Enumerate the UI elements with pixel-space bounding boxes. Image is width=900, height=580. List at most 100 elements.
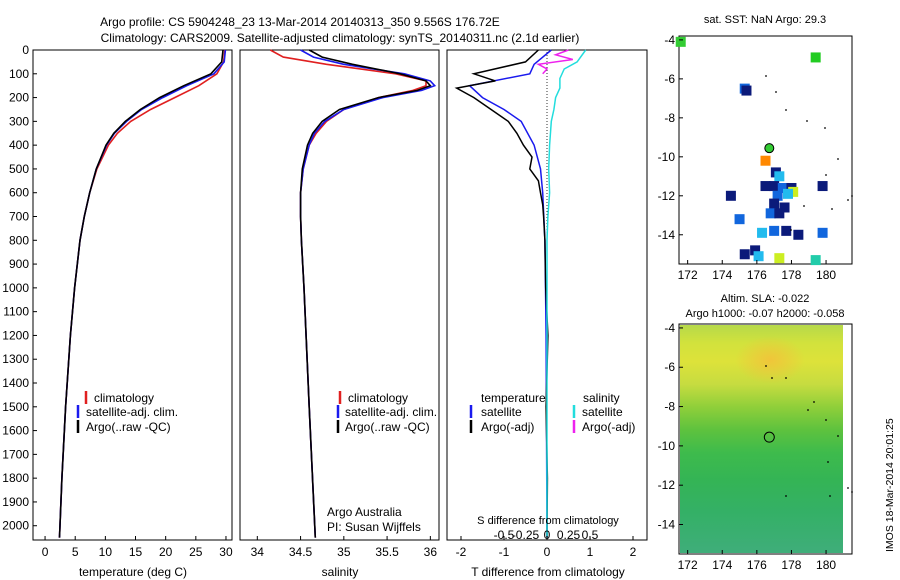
sst-x-tick-label: 176	[747, 268, 767, 282]
depth-tick-label: 400	[9, 138, 29, 152]
sla-y-tick-label: -8	[664, 400, 675, 414]
sst-square	[781, 225, 792, 236]
sst-square	[774, 208, 785, 219]
salinity-lines	[269, 49, 437, 538]
sst-square	[760, 181, 771, 192]
s-diff-tick-label: 0.5	[582, 528, 599, 542]
coast-dot	[813, 401, 815, 403]
t-diff-tick-label: 1	[587, 545, 594, 559]
coast-dot	[851, 491, 853, 493]
sla-x-axis: 172 174 176 178 180	[678, 550, 836, 572]
depth-tick-label: 2000	[2, 519, 29, 533]
sst-square	[675, 36, 686, 47]
depth-tick-label: 200	[9, 91, 29, 105]
temperature-xlabel: temperature (deg C)	[79, 565, 187, 579]
temperature-x-tick-label: 20	[159, 545, 173, 559]
coast-dot	[824, 127, 826, 129]
sla-y-axis: -4 -6 -8 -10 -12 -14	[658, 321, 683, 532]
s-diff-tick-label: 0.25	[557, 528, 581, 542]
difference-t-axis: -2 -1 0 1 2	[456, 536, 637, 559]
coast-dot	[847, 199, 849, 201]
depth-tick-label: 1600	[2, 424, 29, 438]
sst-coast-dots	[765, 75, 853, 231]
sst-points	[675, 36, 828, 266]
salinity-series-climatology	[269, 49, 427, 538]
coast-dot	[851, 195, 853, 197]
temperature-x-tick-label: 5	[72, 545, 79, 559]
coast-dot	[831, 208, 833, 210]
s-diff-tick-label: -0.25	[512, 528, 540, 542]
sla-x-tick-label: 172	[678, 558, 698, 572]
difference-series-t-argo	[454, 49, 549, 538]
salinity-xlabel: salinity	[322, 565, 359, 579]
sst-square	[810, 52, 821, 63]
sst-x-tick-label: 178	[781, 268, 801, 282]
title-line-2: Climatology: CARS2009. Satellite-adjuste…	[101, 31, 580, 45]
title-line-1: Argo profile: CS 5904248_23 13-Mar-2014 …	[100, 15, 500, 29]
sst-square	[769, 225, 780, 236]
sst-square	[769, 198, 780, 209]
sst-x-tick-label: 180	[816, 268, 836, 282]
coast-dot	[847, 487, 849, 489]
sla-y-tick-label: -14	[658, 518, 676, 532]
sst-square	[760, 155, 771, 166]
sst-square	[788, 186, 799, 197]
sst-square	[793, 229, 804, 240]
temperature-x-tick-label: 25	[189, 545, 203, 559]
coast-dot	[806, 120, 808, 122]
salinity-x-tick-label: 34.5	[289, 545, 313, 559]
salinity-panel-frame	[239, 49, 440, 541]
sst-square	[725, 190, 736, 201]
sla-y-tick-label: -6	[664, 360, 675, 374]
salinity-x-tick-label: 36	[424, 545, 438, 559]
coast-dot	[803, 205, 805, 207]
temperature-series-climatology	[58, 49, 226, 538]
sst-map-title: sat. SST: NaN Argo: 29.3	[704, 14, 826, 26]
salinity-series-argo	[299, 49, 432, 538]
salinity-x-axis: 34 34.5 35 35.5 36	[251, 536, 438, 559]
temperature-legend: climatology satellite-adj. clim. Argo(..…	[76, 391, 178, 434]
sla-coast-dots	[765, 365, 853, 497]
annotation-pi-name: PI: Susan Wijffels	[327, 520, 421, 534]
coast-dot	[771, 377, 773, 379]
coast-dot	[785, 495, 787, 497]
coast-dot	[837, 435, 839, 437]
coast-dot	[837, 158, 839, 160]
depth-tick-label: 1800	[2, 471, 29, 485]
legend-label-satellite: satellite-adj. clim.	[345, 405, 437, 419]
temperature-x-axis: 0 5 10 15 20 25 30	[42, 536, 233, 559]
legend-label-s-argo: Argo(-adj)	[582, 420, 635, 434]
depth-tick-label: 1000	[2, 281, 29, 295]
sst-square	[779, 202, 790, 213]
sst-x-axis: 172 174 176 178 180	[678, 260, 836, 282]
sst-x-tick-label: 172	[678, 268, 698, 282]
sla-title-line-2: Argo h1000: -0.07 h2000: -0.058	[685, 308, 844, 320]
sst-square	[734, 214, 745, 225]
sst-square	[753, 251, 764, 262]
temperature-series-satellite-adj.	[58, 49, 227, 538]
sst-y-tick-label: -12	[658, 189, 676, 203]
annotation-argo-australia: Argo Australia	[327, 505, 402, 519]
argo-position-marker	[763, 431, 775, 443]
coast-dot	[785, 109, 787, 111]
depth-tick-label: 1300	[2, 352, 29, 366]
legend-title-temperature: temperature	[481, 391, 546, 405]
coast-dot	[790, 229, 792, 231]
temperature-series-argo	[58, 49, 224, 538]
depth-tick-label: 1500	[2, 400, 29, 414]
depth-tick-label: 1400	[2, 376, 29, 390]
depth-tick-label: 900	[9, 257, 29, 271]
sst-y-tick-label: -6	[664, 72, 675, 86]
legend-label-climatology: climatology	[348, 391, 408, 405]
argo-position-marker	[764, 143, 775, 154]
imos-timestamp: IMOS 18-Mar-2014 20:01:25	[884, 418, 896, 552]
legend-label-satellite: satellite-adj. clim.	[86, 405, 178, 419]
temperature-panel-frame	[32, 49, 233, 541]
legend-title-salinity: salinity	[583, 391, 620, 405]
sst-square	[810, 255, 821, 266]
s-diff-tick-label: -0.5	[494, 528, 515, 542]
sst-square	[774, 171, 785, 182]
sst-square	[769, 181, 780, 192]
temperature-x-tick-label: 10	[99, 545, 113, 559]
